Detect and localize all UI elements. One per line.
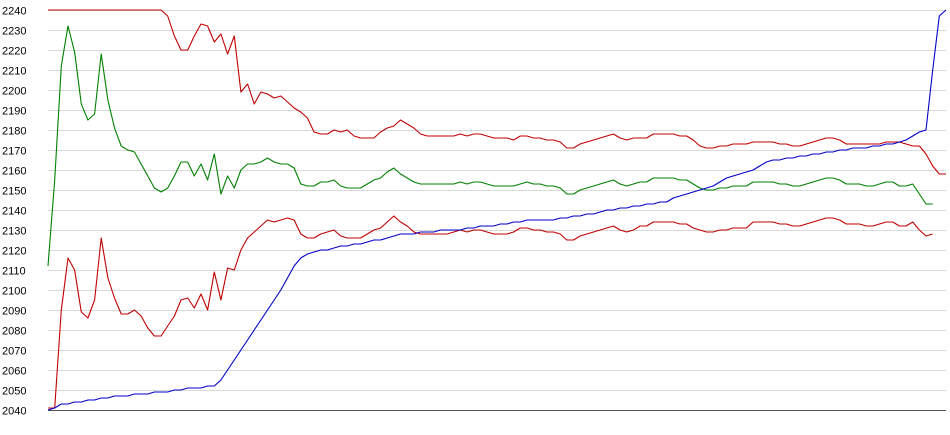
series-line-1 xyxy=(48,9,946,175)
y-tick-label: 2080 xyxy=(2,326,26,338)
y-tick-label: 2220 xyxy=(2,46,26,58)
y-tick-label: 2240 xyxy=(2,6,26,18)
y-axis-ticks: 2040 2050 2060 2070 2080 2090 2100 2110 2120 2130… xyxy=(2,6,26,418)
y-tick-label: 2160 xyxy=(2,166,26,178)
y-tick-label: 2180 xyxy=(2,126,26,138)
y-tick-label: 2150 xyxy=(2,186,26,198)
series-line-3 xyxy=(48,215,933,409)
y-tick-label: 2070 xyxy=(2,346,26,358)
series-lines xyxy=(47,9,947,411)
y-tick-label: 2190 xyxy=(2,106,26,118)
y-tick-label: 2120 xyxy=(2,246,26,258)
y-tick-label: 2050 xyxy=(2,386,26,398)
y-tick-label: 2110 xyxy=(2,266,26,278)
y-tick-label: 2200 xyxy=(2,86,26,98)
y-tick-label: 2130 xyxy=(2,226,26,238)
y-tick-label: 2230 xyxy=(2,26,26,38)
y-tick-label: 2040 xyxy=(2,406,26,418)
y-tick-label: 2090 xyxy=(2,306,26,318)
grid-lines xyxy=(48,10,946,411)
series-line-2 xyxy=(47,25,933,267)
y-tick-label: 2100 xyxy=(2,286,26,298)
series-line-4 xyxy=(47,9,947,411)
y-tick-label: 2170 xyxy=(2,146,26,158)
y-tick-label: 2210 xyxy=(2,66,26,78)
y-tick-label: 2140 xyxy=(2,206,26,218)
y-tick-label: 2060 xyxy=(2,366,26,378)
